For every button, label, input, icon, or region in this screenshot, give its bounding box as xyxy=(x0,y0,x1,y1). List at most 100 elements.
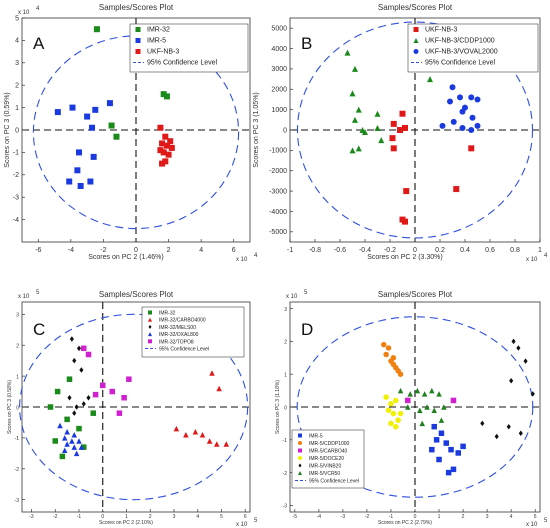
panel-d-data-point xyxy=(509,378,514,384)
panel-d-xlabel: Scores on PC 2 (2.79%) xyxy=(378,520,432,526)
panel-b-data-point xyxy=(468,127,475,133)
panel-b-data-point xyxy=(349,147,356,154)
panel-b-data-point xyxy=(427,76,433,83)
panel-c-series-2 xyxy=(67,336,91,416)
panel-a-data-point xyxy=(162,158,169,165)
panel-c-ytick-label: -1 xyxy=(15,436,20,442)
panel-d-data-point xyxy=(460,443,466,450)
panel-b-data-point xyxy=(449,84,456,91)
panel-b-ytick-label: 3000 xyxy=(271,66,287,73)
panel-d-xtick-label: 4 xyxy=(510,514,513,520)
panel-a-data-point xyxy=(74,167,81,174)
panel-a-data-point xyxy=(77,183,84,189)
panel-d: Samples/Scores Plot -5 -4 -3 -2 -1 0 1 2 3 4 5 3 2 1 0 -… xyxy=(275,290,548,528)
panel-d-y-exponent-power: 5 xyxy=(304,290,308,296)
panel-c-xtick-label: -3 xyxy=(29,514,34,520)
panel-a-data-point xyxy=(163,142,170,149)
panel-c-data-point xyxy=(85,351,92,358)
panel-d-series-3 xyxy=(383,394,404,430)
panel-b-series-1 xyxy=(344,49,433,154)
panel-c-legend: IMR-32IMR-32/CARBO4000IMR-32/MELS00IMR-3… xyxy=(141,306,245,358)
panel-a-legend-label: IMR-5 xyxy=(147,38,166,45)
panel-b-ylabel: Scores on PC 3 (1.05%) xyxy=(253,92,260,167)
panel-d-legend-label: IMR-5 xyxy=(309,434,323,440)
panel-b-data-point xyxy=(352,116,358,123)
panel-c-data-point xyxy=(199,432,206,438)
panel-a-legend-marker xyxy=(135,49,141,54)
panel-d-ytick-label: -3 xyxy=(283,504,288,510)
panel-b-data-point xyxy=(469,114,476,121)
panel-a-data-point xyxy=(160,149,167,156)
panel-b-xtick-label: 0 xyxy=(413,247,417,254)
panel-b-ytick-label: -4000 xyxy=(269,209,287,216)
panel-c-data-point xyxy=(79,367,84,373)
panel-d-data-point xyxy=(424,404,430,410)
panel-b-series-2 xyxy=(439,84,481,133)
panel-c-data-point xyxy=(64,428,70,435)
panel-c-data-point xyxy=(223,441,229,447)
panel-c-data-point xyxy=(74,404,79,410)
panel-b: Samples/Scores Plot -1 -0.8 -0.6 -0.4 -0.2 0 0.… xyxy=(253,3,548,263)
panel-d-series-2 xyxy=(405,397,457,404)
panel-c-data-point xyxy=(71,444,77,450)
panel-c-ytick-label: -3 xyxy=(15,498,20,504)
panel-d-legend-label: IMR-5/VINB20 xyxy=(309,464,341,470)
panel-b-xlabel: Scores on PC 2 (3.30%) xyxy=(367,254,442,261)
panel-a-data-point xyxy=(93,26,100,33)
panel-a-legend-marker xyxy=(135,38,141,43)
panel-b-data-point xyxy=(450,118,457,125)
panel-b-ytick-label: -3000 xyxy=(269,188,287,195)
panel-c-ylabel: Scores on PC 3 (0.58%) xyxy=(7,380,13,434)
panel-a-series-2 xyxy=(157,124,175,167)
panel-a-data-point xyxy=(168,144,175,151)
panel-a-ytick-label: 4 xyxy=(15,38,19,45)
panel-d-xtick-label: 3 xyxy=(486,514,489,520)
panel-b-data-point xyxy=(474,96,481,103)
panel-a-title: Samples/Scores Plot xyxy=(99,3,174,12)
panel-c-legend-label: IMR-32/OXAL800 xyxy=(159,332,199,338)
panel-d-data-point xyxy=(429,387,435,394)
panel-c-data-point xyxy=(66,376,73,382)
panel-b-data-point xyxy=(378,137,385,144)
panel-c-xtick-label: 1 xyxy=(125,514,128,520)
panel-c-xtick-label: 4 xyxy=(196,514,199,520)
panel-d-data-point xyxy=(397,371,404,377)
panel-d-data-point xyxy=(414,387,421,394)
panel-b-xtick-label: 0.4 xyxy=(460,247,470,254)
panel-a-letter: A xyxy=(33,34,45,53)
panel-c-legend-label: IMR-32/CARBO4000 xyxy=(159,318,206,324)
panel-d-legend-marker xyxy=(298,441,302,445)
panel-b-data-point xyxy=(397,127,403,133)
panel-c-data-point xyxy=(121,394,127,401)
panel-d-data-point xyxy=(516,345,521,351)
panel-d-x-exponent: x 10 xyxy=(526,522,538,528)
panel-d-ytick-label: -1 xyxy=(283,438,288,444)
panel-d-data-point xyxy=(438,430,445,436)
panel-c-data-point xyxy=(209,370,215,376)
panel-b-data-point xyxy=(349,90,356,97)
panel-b-data-point xyxy=(399,110,406,117)
panel-b-x-exponent: x 10 xyxy=(526,257,538,263)
panel-a-data-point xyxy=(106,100,113,107)
panel-c-data-point xyxy=(206,438,213,444)
panel-b-legend-label: 95% Confidence Level xyxy=(425,60,495,67)
panel-b-data-point xyxy=(352,65,358,72)
panel-d-xtick-label: -1 xyxy=(389,514,394,520)
panel-d-data-point xyxy=(450,466,457,473)
panel-d-legend-box xyxy=(291,429,365,489)
panel-c-legend-marker xyxy=(148,310,152,315)
panel-b-x-exponent-power: 4 xyxy=(544,253,548,259)
panel-d-series-4 xyxy=(480,338,535,440)
panel-c-legend-label: 95% Confidence Level xyxy=(159,347,209,353)
panel-c-data-point xyxy=(73,450,80,457)
panel-b-xtick-label: -0.4 xyxy=(359,247,371,254)
panel-a-data-point xyxy=(165,151,172,158)
panel-d-data-point xyxy=(429,446,435,453)
panel-c-data-point xyxy=(81,444,87,450)
panel-c-ytick-label: 3 xyxy=(16,313,19,319)
panel-a-ytick-label: 1 xyxy=(15,105,19,112)
panel-a-data-point xyxy=(90,153,97,160)
panel-c-series-1 xyxy=(173,370,229,447)
panel-c-ytick-label: -2 xyxy=(15,467,20,473)
